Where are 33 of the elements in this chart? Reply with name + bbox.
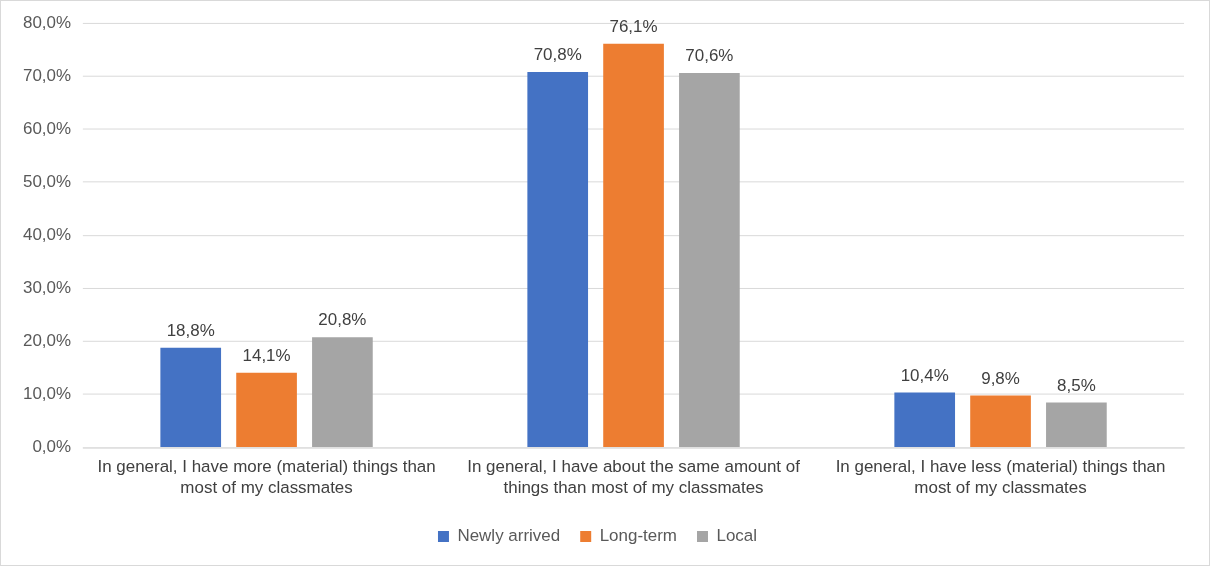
legend-label: Local — [716, 526, 758, 546]
data-label: 10,4% — [900, 365, 949, 385]
bar — [312, 337, 373, 448]
bar — [679, 73, 740, 448]
bar — [894, 392, 956, 448]
y-tick-label: 80,0% — [23, 12, 72, 32]
data-label: 8,5% — [1057, 375, 1096, 395]
y-tick-label: 40,0% — [23, 225, 72, 245]
y-tick-label: 0,0% — [32, 437, 72, 457]
data-label: 9,8% — [981, 368, 1020, 388]
y-tick-label: 10,0% — [23, 384, 72, 404]
legend-label: Long-term — [599, 526, 677, 546]
bar — [527, 71, 589, 448]
bar — [603, 43, 664, 448]
x-tick-label: In general, I have about the same amount of things than most of my classmates — [467, 457, 801, 497]
y-tick-label: 60,0% — [23, 118, 72, 138]
x-tick-label: In general, I have more (material) things than most of my classmates — [97, 457, 436, 497]
bar — [970, 395, 1031, 448]
bar — [160, 347, 222, 448]
data-label: 70,8% — [533, 45, 582, 65]
data-label: 20,8% — [318, 310, 367, 330]
data-label: 70,6% — [685, 46, 734, 66]
y-tick-label: 20,0% — [23, 331, 72, 351]
data-label: 76,1% — [609, 17, 658, 37]
data-label: 14,1% — [242, 346, 291, 366]
y-tick-label: 30,0% — [23, 278, 72, 298]
legend-label: Newly arrived — [457, 526, 561, 546]
y-tick-label: 70,0% — [23, 65, 72, 85]
bar — [236, 372, 297, 448]
x-tick-label: In general, I have less (material) things than most of my classmates — [835, 457, 1166, 497]
data-label: 18,8% — [166, 321, 215, 341]
y-tick-label: 50,0% — [23, 171, 72, 191]
bar — [1046, 402, 1107, 448]
